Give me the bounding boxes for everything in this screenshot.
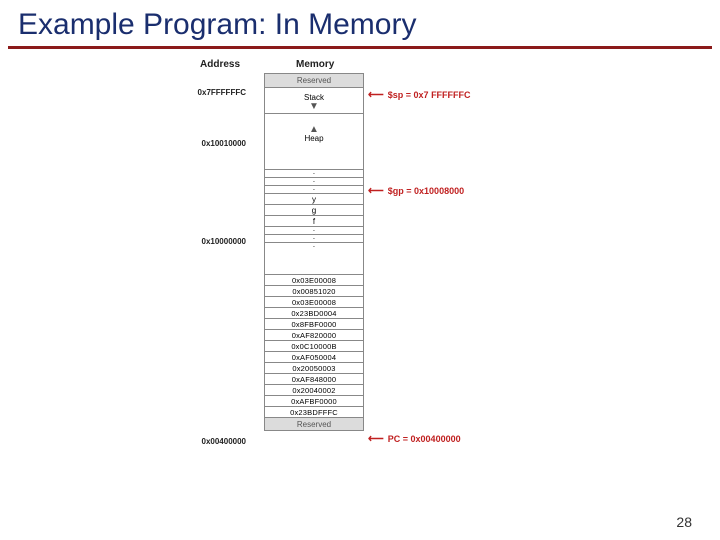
arrow-left-icon: ⟵	[368, 184, 384, 197]
instruction-row: 0xAFBF0000	[264, 395, 364, 406]
gp-pointer: ⟵ $gp = 0x10008000	[368, 184, 464, 197]
heap-label: Heap	[304, 134, 323, 143]
address-data: 0x10000000	[176, 237, 246, 246]
instruction-row: 0x23BD0004	[264, 307, 364, 318]
instruction-row: 0x00851020	[264, 285, 364, 296]
heap-segment: ▲ Heap	[264, 113, 364, 145]
gp-pointer-label: $gp = 0x10008000	[388, 186, 464, 196]
data-gap	[264, 145, 364, 169]
page-number: 28	[676, 514, 692, 530]
memory-column-header: Memory	[296, 59, 334, 70]
dot-row: ·	[264, 242, 364, 250]
instruction-row: 0x0C10000B	[264, 340, 364, 351]
title-rule	[8, 46, 712, 49]
instruction-row: 0x23BDFFFC	[264, 406, 364, 417]
memory-diagram: Address Memory 0x7FFFFFFC 0x10010000 0x1…	[0, 55, 720, 515]
heap-arrow-icon: ▲	[309, 125, 319, 134]
address-sp: 0x7FFFFFFC	[176, 88, 246, 97]
address-text: 0x00400000	[176, 437, 246, 446]
instruction-row: 0xAF848000	[264, 373, 364, 384]
pc-pointer-label: PC = 0x00400000	[388, 434, 461, 444]
dot-row: ·	[264, 234, 364, 242]
dot-row: ·	[264, 177, 364, 185]
arrow-left-icon: ⟵	[368, 432, 384, 445]
stack-segment: Stack ▼	[264, 87, 364, 113]
address-column-header: Address	[200, 59, 240, 70]
reserved-bottom: Reserved	[264, 417, 364, 431]
instruction-row: 0x03E00008	[264, 296, 364, 307]
var-g: g	[264, 204, 364, 215]
dot-row: ·	[264, 169, 364, 177]
instruction-row: 0xAF820000	[264, 329, 364, 340]
address-heap: 0x10010000	[176, 139, 246, 148]
instruction-row: 0x20040002	[264, 384, 364, 395]
text-gap	[264, 250, 364, 274]
page-title: Example Program: In Memory	[0, 0, 720, 46]
instruction-row: 0x03E00008	[264, 274, 364, 285]
instruction-row: 0x20050003	[264, 362, 364, 373]
reserved-top: Reserved	[264, 73, 364, 87]
instruction-row: 0xAF050004	[264, 351, 364, 362]
sp-pointer: ⟵ $sp = 0x7 FFFFFFC	[368, 88, 471, 101]
sp-pointer-label: $sp = 0x7 FFFFFFC	[388, 90, 471, 100]
stack-arrow-icon: ▼	[309, 102, 319, 111]
arrow-left-icon: ⟵	[368, 88, 384, 101]
dot-row: ·	[264, 226, 364, 234]
var-y: y	[264, 193, 364, 204]
dot-row: ·	[264, 185, 364, 193]
pc-pointer: ⟵ PC = 0x00400000	[368, 432, 461, 445]
memory-column: Reserved Stack ▼ ▲ Heap · · · y g f · · …	[264, 73, 364, 431]
instruction-row: 0x8FBF0000	[264, 318, 364, 329]
var-f: f	[264, 215, 364, 226]
